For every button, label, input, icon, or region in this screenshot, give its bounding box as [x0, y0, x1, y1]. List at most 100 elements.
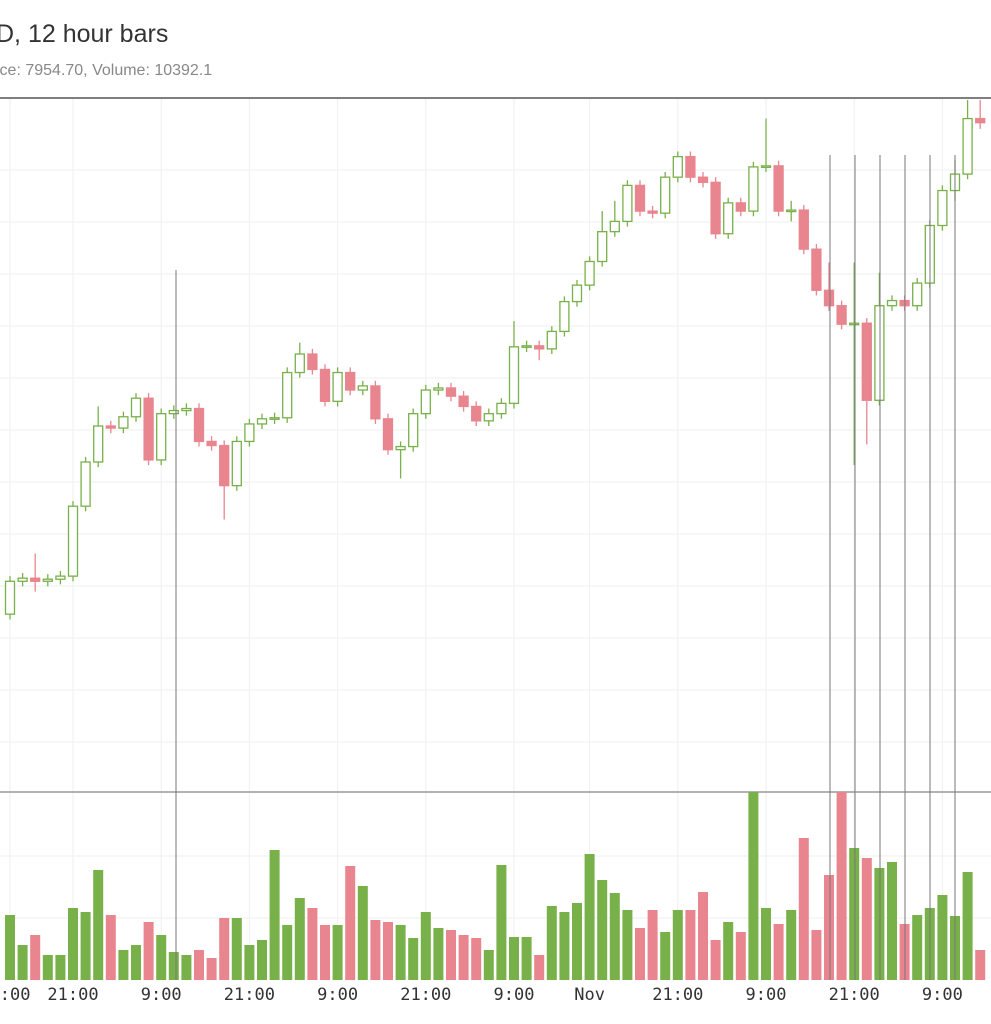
- volume-bar: [597, 880, 608, 980]
- x-tick-label: 9:00: [922, 985, 963, 1005]
- volume-bar: [181, 955, 192, 980]
- candle-body: [571, 284, 583, 303]
- volume-bar: [294, 898, 305, 980]
- volume-bar: [395, 925, 406, 980]
- candle-body: [660, 176, 671, 214]
- candle-body: [886, 299, 898, 307]
- candle-body: [193, 407, 205, 443]
- candle-body: [307, 353, 318, 371]
- candle-body: [647, 210, 658, 214]
- candle-body: [634, 184, 646, 212]
- candle-body: [622, 184, 633, 223]
- candle-body: [559, 300, 570, 333]
- candle-body: [282, 371, 293, 419]
- candle-body: [962, 117, 973, 175]
- candle-body: [748, 166, 759, 212]
- candle-body: [534, 345, 545, 350]
- volume-bar: [408, 938, 419, 980]
- volume-bar: [811, 930, 822, 980]
- volume-bar: [80, 912, 91, 980]
- volume-bar: [483, 950, 494, 980]
- volume-bar: [446, 930, 456, 980]
- x-tick-label: 9:00: [494, 985, 535, 1005]
- volume-bar: [723, 922, 734, 980]
- volume-bar: [320, 925, 330, 980]
- x-tick-label: 9:00: [141, 985, 182, 1005]
- volume-bar: [282, 925, 293, 980]
- volume-bar: [861, 858, 872, 980]
- candle-body: [80, 461, 91, 507]
- candle-body: [294, 353, 305, 374]
- volume-bar: [546, 906, 557, 980]
- volume-bar: [471, 938, 482, 980]
- volume-bar: [105, 915, 116, 980]
- candle-body: [345, 371, 356, 391]
- volume-bar: [534, 955, 545, 980]
- volume-bar: [118, 950, 129, 980]
- volume-bar: [231, 918, 242, 980]
- candle-body: [912, 282, 923, 307]
- x-tick-label: Nov: [574, 985, 605, 1005]
- candle-body: [408, 413, 419, 448]
- candle-body: [168, 409, 179, 415]
- volume-bar: [887, 862, 897, 980]
- volume-bar: [269, 850, 280, 980]
- candle-body: [521, 345, 532, 348]
- chart-title: D, 12 hour bars: [0, 20, 168, 48]
- volume-bar: [836, 792, 847, 980]
- volume-bar: [672, 910, 683, 980]
- candle-body: [786, 209, 797, 213]
- volume-bar: [244, 945, 255, 980]
- volume-bar: [975, 950, 986, 980]
- volume-bar: [496, 865, 507, 980]
- volume-bar: [68, 908, 78, 980]
- volume-bar: [332, 925, 343, 980]
- volume-bar: [609, 893, 620, 980]
- candle-body: [445, 387, 457, 397]
- candle-body: [105, 425, 116, 429]
- volume-bar: [798, 838, 809, 980]
- volume-bar: [962, 872, 973, 980]
- volume-bar: [748, 792, 759, 980]
- x-tick-label: 21:00: [829, 985, 880, 1005]
- candle-body: [219, 444, 230, 487]
- volume-bar: [17, 945, 28, 980]
- volume-bar: [357, 886, 368, 980]
- candle-body: [710, 181, 721, 235]
- candle-body: [584, 260, 595, 286]
- candle-body: [697, 176, 709, 183]
- x-tick-label: 21:00: [224, 985, 275, 1005]
- volume-bar: [5, 915, 15, 980]
- candle-body: [17, 577, 28, 582]
- x-tick-label: 21:00: [47, 985, 98, 1005]
- candle-body: [471, 405, 482, 422]
- volume-bar: [849, 848, 860, 980]
- candle-body: [735, 202, 746, 212]
- volume-bar: [559, 912, 570, 980]
- candle-body: [269, 417, 280, 420]
- candle-body: [382, 418, 394, 451]
- candle-body: [609, 220, 620, 233]
- volume-bar: [584, 854, 595, 980]
- candle-body: [823, 289, 835, 307]
- candle-body: [30, 577, 41, 582]
- candle-body: [483, 413, 494, 422]
- candle-body: [395, 445, 406, 451]
- candle-body: [836, 305, 847, 325]
- volume-bar: [912, 915, 923, 980]
- volume-bar: [622, 910, 633, 980]
- volume-bar: [143, 922, 154, 980]
- candle-body: [760, 165, 772, 169]
- candle-body: [118, 416, 129, 429]
- volume-bar: [773, 924, 784, 980]
- candle-body: [42, 578, 53, 582]
- candle-body: [206, 440, 217, 447]
- volume-bar: [206, 958, 217, 980]
- candle-body: [67, 505, 79, 577]
- volume-bar: [55, 955, 66, 980]
- volume-bar: [458, 935, 469, 980]
- volume-bar: [660, 932, 671, 980]
- volume-bar: [433, 928, 444, 980]
- volume-bar: [420, 912, 431, 980]
- candle-body: [256, 418, 268, 425]
